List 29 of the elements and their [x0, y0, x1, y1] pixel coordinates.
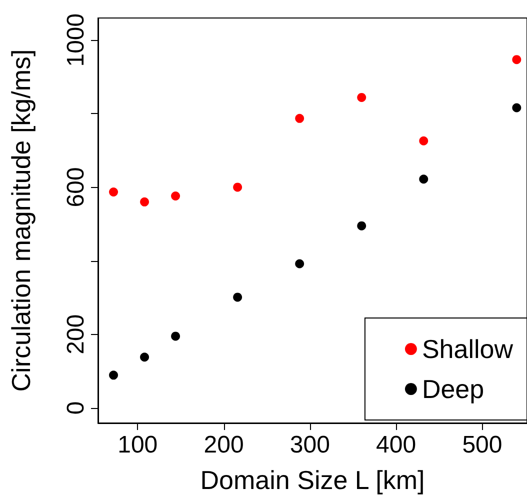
point — [512, 103, 522, 112]
legend-label: Shallow — [422, 334, 514, 364]
legend-label: Deep — [422, 374, 484, 404]
point — [295, 114, 304, 123]
y-tick-label: 600 — [62, 167, 90, 208]
x-tick-label: 200 — [204, 432, 244, 458]
point — [357, 221, 366, 230]
point — [357, 92, 366, 102]
point — [419, 136, 428, 146]
y-tick-label: 1000 — [62, 13, 90, 67]
point — [140, 197, 150, 206]
point — [295, 259, 304, 268]
x-tick-label: 300 — [290, 432, 330, 458]
x-tick-label: 400 — [376, 432, 416, 458]
y-axis-title: Circulation magnitude [kg/ms] — [6, 49, 36, 392]
point — [512, 55, 522, 64]
point — [109, 370, 118, 380]
point — [109, 187, 118, 196]
point — [140, 352, 150, 362]
x-tick-label: 500 — [462, 432, 502, 458]
point — [233, 292, 242, 302]
point — [419, 174, 428, 184]
x-tick-label: 100 — [118, 432, 158, 458]
point — [171, 332, 180, 341]
x-axis-title: Domain Size L [km] — [200, 465, 425, 495]
point — [233, 182, 242, 192]
y-tick-label: 200 — [62, 314, 90, 354]
y-tick-label: 0 — [62, 401, 90, 415]
point — [171, 192, 180, 201]
